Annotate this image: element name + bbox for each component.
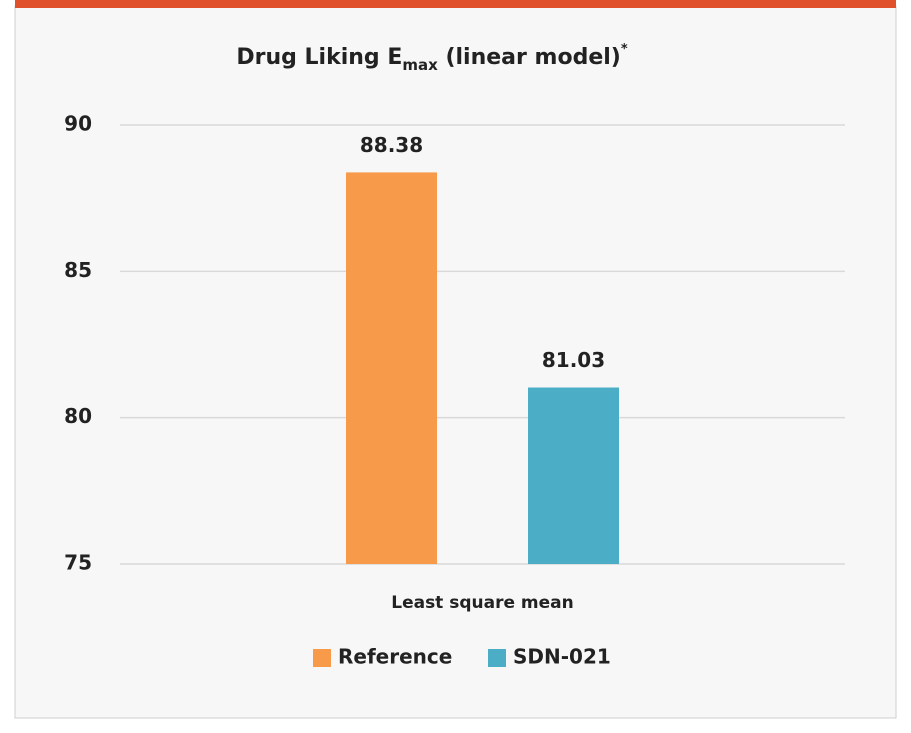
legend-swatch [488,649,506,667]
x-tick-label: Least square mean [391,593,574,613]
legend-swatch [313,649,331,667]
y-tick-label: 80 [64,404,92,428]
y-tick-label: 90 [64,112,92,136]
top-bar [15,0,896,8]
chart-title: Drug Liking Emax (linear model)* [236,42,628,74]
value-label: 88.38 [360,133,423,157]
legend-label: Reference [338,645,452,669]
y-tick-label: 75 [64,551,92,575]
title-part: Drug Liking E [236,45,402,70]
value-label: 81.03 [542,348,605,372]
title-part: (linear model) [438,45,621,70]
y-tick-label: 85 [64,258,92,282]
title-subscript: max [402,56,438,74]
bar [528,387,619,564]
legend-label: SDN-021 [513,645,611,669]
bar [346,172,437,565]
title-superscript: * [621,42,628,57]
